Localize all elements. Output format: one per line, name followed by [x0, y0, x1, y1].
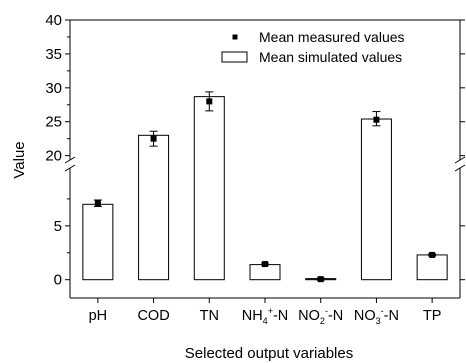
x-axis-title: Selected output variables	[185, 345, 353, 362]
bar-simulated	[416, 254, 448, 281]
legend-measured-marker	[232, 34, 238, 40]
x-category-label: COD	[137, 308, 169, 324]
point-measured	[262, 261, 268, 268]
y-tick-label: 25	[45, 114, 62, 131]
y-axis-title: Value	[11, 141, 28, 178]
y-tick-label: 20	[45, 148, 62, 165]
point-measured	[317, 276, 324, 283]
x-category-label: pH	[89, 308, 108, 324]
y-tick-label: 30	[45, 80, 62, 97]
legend-simulated-label: Mean simulated values	[259, 49, 402, 65]
x-category-label: NO3--N	[354, 306, 399, 326]
bar-simulated	[360, 118, 392, 281]
bar-simulated	[82, 203, 114, 281]
legend: Mean measured values Mean simulated valu…	[221, 29, 405, 65]
y-tick-label: 5	[54, 218, 62, 235]
x-category-label: TN	[200, 308, 219, 324]
axis-break-mark-right	[454, 156, 466, 164]
point-measured	[94, 200, 101, 207]
point-measured	[429, 251, 436, 258]
x-category-label: TP	[423, 308, 442, 324]
axis-break-mark-right	[454, 164, 466, 172]
legend-simulated-swatch	[221, 51, 248, 63]
x-category-labels: pH COD TN NH4+-N NO2--N NO3--N TP	[89, 306, 442, 326]
y-tick-label: 0	[54, 272, 62, 289]
bars-layer	[82, 96, 448, 281]
bar-simulated	[138, 134, 170, 281]
error-bars-layer	[93, 91, 437, 283]
point-measured	[150, 135, 157, 142]
y-tick-label: 35	[45, 46, 62, 63]
legend-measured-label: Mean measured values	[259, 29, 405, 45]
point-measured	[373, 116, 380, 123]
axis-break-mark-left	[64, 164, 76, 172]
axis-break-mark-left	[64, 156, 76, 164]
point-measured	[206, 98, 213, 105]
y-ticks-layer: 20 25 30 35 40 0 5	[45, 12, 465, 303]
y-tick-label: 40	[45, 12, 62, 29]
bar-simulated	[193, 96, 225, 281]
x-category-label: NH4+-N	[242, 306, 289, 326]
x-category-label: NO2--N	[298, 306, 343, 326]
